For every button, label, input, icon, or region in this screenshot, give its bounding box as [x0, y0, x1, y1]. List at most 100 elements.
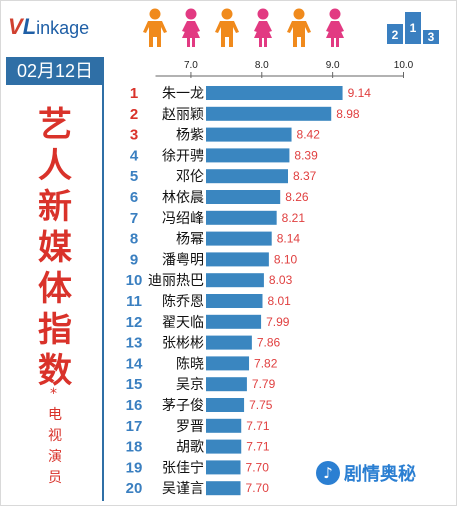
value-label: 7.99: [266, 315, 290, 329]
artist-name-label: 吴谨言: [162, 481, 204, 497]
bar: [206, 169, 289, 184]
value-label: 7.82: [254, 356, 278, 370]
value-label: 8.98: [336, 107, 360, 121]
title-char: 体: [38, 269, 72, 309]
bar: [206, 148, 290, 163]
rank-label: 12: [126, 314, 143, 331]
value-label: 8.14: [277, 232, 301, 246]
bar: [206, 210, 277, 225]
bar: [206, 398, 245, 412]
artist-name-label: 罗晋: [176, 419, 204, 435]
artist-name-label: 吴京: [176, 377, 204, 393]
bar: [206, 252, 269, 267]
value-label: 8.37: [293, 169, 317, 183]
value-label: 7.71: [246, 419, 270, 433]
bar: [206, 356, 250, 371]
music-note-icon: ♪: [316, 461, 340, 485]
title-char: 人: [38, 146, 72, 186]
bar: [206, 106, 332, 121]
vlinkage-logo: VLinkage: [8, 14, 89, 40]
rank-label: 19: [126, 459, 143, 476]
title-char: 指: [38, 310, 72, 350]
value-label: 8.21: [282, 211, 306, 225]
bar: [206, 294, 263, 308]
artist-name-label: 杨幂: [176, 232, 204, 248]
bar: [206, 377, 247, 392]
rank-label: 18: [126, 439, 143, 456]
rank-label: 13: [126, 335, 143, 352]
value-label: 7.86: [257, 336, 281, 350]
title-char: 媒: [38, 228, 72, 268]
value-label: 8.42: [297, 128, 321, 142]
artist-name-label: 冯绍峰: [162, 211, 204, 227]
bar: [206, 439, 242, 454]
rank-label: 10: [126, 272, 143, 289]
podium-digit-3: 3: [428, 30, 435, 44]
male-figure-icon: [143, 8, 167, 47]
value-label: 7.70: [246, 481, 270, 495]
rank-label: 20: [126, 480, 143, 497]
bar: [206, 460, 241, 475]
female-figure-icon: [254, 8, 272, 47]
rank-label: 11: [126, 293, 142, 310]
subtitle-char: 员: [48, 470, 62, 486]
male-figure-icon: [287, 8, 311, 47]
value-label: 7.71: [246, 440, 270, 454]
left-panel: [6, 85, 104, 501]
title-star: *: [50, 386, 57, 402]
value-label: 8.01: [267, 294, 291, 308]
rank-label: 6: [130, 189, 138, 206]
rank-label: 1: [130, 85, 138, 102]
artist-name-label: 胡歌: [176, 440, 204, 456]
bar: [206, 190, 281, 204]
artist-name-label: 赵丽颖: [162, 107, 204, 123]
value-label: 8.39: [294, 148, 318, 162]
rank-label: 14: [126, 355, 143, 372]
artist-name-label: 陈晓: [176, 355, 204, 372]
bar: [206, 481, 241, 496]
artist-name-label: 杨紫: [176, 128, 204, 144]
artist-name-label: 陈乔恩: [162, 293, 204, 310]
logo-letter-l: L: [22, 14, 37, 39]
logo-letter-v: V: [8, 14, 23, 39]
rank-label: 9: [130, 251, 138, 268]
artist-name-label: 迪丽热巴: [148, 273, 204, 289]
x-tick-label: 9.0: [326, 60, 340, 71]
value-label: 9.14: [348, 86, 372, 100]
rank-label: 4: [130, 147, 139, 164]
bar: [206, 418, 242, 433]
female-figure-icon: [326, 8, 344, 47]
artist-name-label: 潘粤明: [162, 252, 204, 268]
subtitle-char: 视: [48, 428, 62, 444]
logo-text: inkage: [36, 18, 90, 38]
podium-icon: 2 1 3: [387, 12, 439, 44]
value-label: 7.70: [246, 460, 270, 474]
rank-label: 3: [130, 127, 138, 144]
rank-label: 8: [130, 231, 138, 248]
artist-name-label: 邓伦: [176, 169, 204, 185]
rank-label: 15: [126, 376, 143, 393]
podium-digit-1: 1: [410, 21, 417, 35]
title-char: 艺: [38, 105, 72, 145]
artist-name-label: 张佳宁: [162, 459, 204, 476]
bar: [206, 231, 272, 246]
rank-label: 17: [126, 418, 143, 435]
rank-label: 5: [130, 168, 138, 185]
bar: [206, 314, 262, 329]
value-label: 8.10: [274, 252, 298, 266]
artist-name-label: 张彬彬: [162, 336, 204, 352]
rank-label: 16: [126, 397, 143, 414]
value-label: 8.26: [285, 190, 309, 204]
rank-label: 7: [130, 210, 138, 227]
date-badge: 02月12日: [6, 57, 104, 85]
subtitle-char: 演: [48, 449, 62, 465]
value-label: 7.79: [252, 377, 276, 391]
rank-label: 2: [130, 106, 138, 123]
vertical-title: 艺人新媒体指数: [28, 105, 82, 392]
bar: [206, 273, 264, 288]
bar: [206, 86, 343, 100]
male-figure-icon: [215, 8, 239, 47]
artist-name-label: 翟天临: [162, 315, 204, 331]
female-figure-icon: [182, 8, 200, 47]
